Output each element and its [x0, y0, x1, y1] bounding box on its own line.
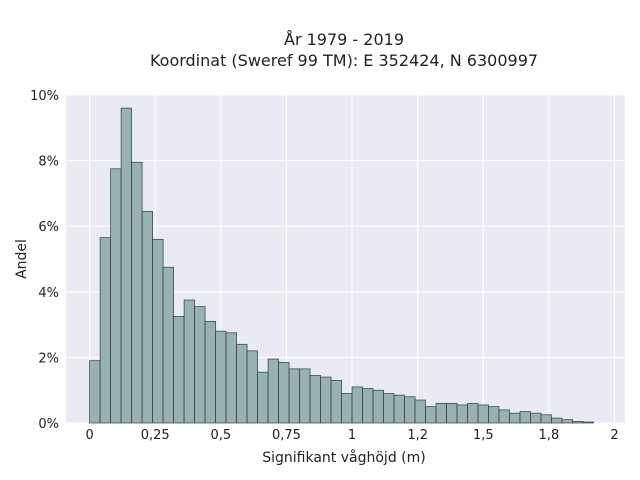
histogram-bar: [194, 306, 206, 424]
histogram-bar: [162, 266, 174, 424]
histogram-bar: [152, 238, 164, 424]
x-tick-labels: 0 0,25 0,5 0,75 1 1,2 1,5 1,8 2: [85, 428, 618, 443]
histogram-bar: [99, 237, 111, 424]
histogram-bar: [383, 393, 395, 424]
histogram-bar: [456, 404, 468, 424]
histogram-bar: [582, 421, 594, 424]
x-tick-label: 2: [610, 428, 618, 443]
histogram-bar: [519, 411, 531, 424]
x-tick-label: 0,5: [210, 428, 231, 443]
histogram-bar: [278, 361, 290, 424]
histogram-bar: [246, 350, 258, 424]
x-tick-label: 0,75: [272, 428, 301, 443]
histogram-bar: [414, 399, 426, 424]
histogram-bar: [215, 330, 227, 424]
histogram-bar: [477, 404, 489, 424]
histogram-bar: [183, 299, 195, 424]
y-tick-label: 10%: [30, 89, 59, 104]
x-tick-label: 0: [85, 428, 93, 443]
y-tick-labels: 0% 2% 4% 6% 8% 10%: [30, 89, 59, 432]
histogram-bar: [341, 393, 353, 424]
histogram-bar: [89, 360, 101, 424]
histogram-bar: [351, 386, 363, 424]
x-tick-label: 1,8: [539, 428, 560, 443]
histogram-bar: [141, 211, 153, 424]
histogram-bar: [393, 394, 405, 424]
histogram-bar: [540, 414, 552, 424]
x-tick-label: 1: [348, 428, 356, 443]
histogram-bar: [509, 412, 521, 424]
histogram-bar: [288, 368, 300, 424]
histogram-bar: [498, 409, 510, 424]
histogram-bar: [330, 380, 342, 424]
histogram-bar: [551, 417, 563, 424]
x-axis-label: Signifikant våghöjd (m): [262, 449, 425, 466]
y-tick-label: 6%: [38, 220, 59, 235]
histogram-bar: [561, 419, 573, 424]
histogram-bar: [488, 406, 500, 424]
y-tick-label: 0%: [38, 417, 59, 432]
histogram-bar: [110, 168, 122, 424]
histogram-bar: [257, 371, 269, 424]
y-axis-label: Andel: [14, 239, 30, 279]
histogram-bar: [131, 161, 143, 424]
histogram-bar: [530, 412, 542, 424]
chart-title: År 1979 - 2019: [284, 30, 404, 49]
histogram-bar: [362, 388, 374, 424]
y-tick-label: 2%: [38, 351, 59, 366]
histogram-bar: [435, 402, 447, 424]
histogram-bar: [372, 389, 384, 424]
y-tick-label: 4%: [38, 286, 59, 301]
histogram-bar: [467, 402, 479, 424]
x-tick-label: 1,5: [473, 428, 494, 443]
histogram-bar: [204, 320, 216, 424]
histogram-bar: [309, 375, 321, 424]
histogram-bar: [446, 402, 458, 424]
y-tick-label: 8%: [38, 155, 59, 170]
histogram-bar: [425, 406, 437, 424]
histogram-bar: [320, 376, 332, 424]
histogram-bar: [173, 316, 185, 424]
histogram-bar: [236, 343, 248, 424]
x-tick-label: 0,25: [141, 428, 170, 443]
chart-subtitle: Koordinat (Sweref 99 TM): E 352424, N 63…: [150, 51, 538, 70]
x-tick-label: 1,2: [407, 428, 428, 443]
histogram-bar: [267, 358, 279, 424]
histogram-bar: [572, 421, 584, 424]
bars: [89, 107, 594, 424]
histogram-bar: [225, 332, 237, 424]
histogram-bar: [404, 396, 416, 424]
histogram-bar: [120, 107, 132, 424]
histogram-bar: [299, 368, 311, 424]
